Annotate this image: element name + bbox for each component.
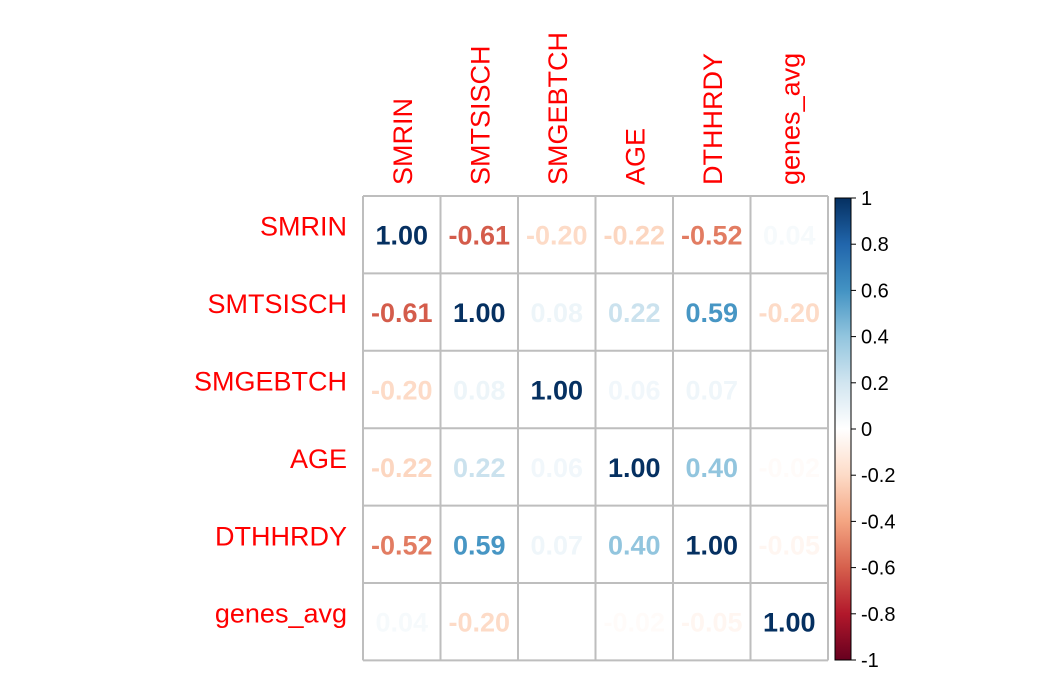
cell-value-SMTSISCH-DTHHRDY: 0.59	[685, 298, 738, 328]
colorbar-tick-label: 0	[861, 419, 872, 441]
colorbar-tick-label: 0.4	[861, 327, 889, 349]
cell-value-genes_avg-genes_avg: 1.00	[763, 608, 816, 638]
colorbar-tick-label: 0.2	[861, 373, 889, 395]
cell-value-SMGEBTCH-genes_avg: 0.00	[763, 376, 816, 406]
colorbar-tick-label: 0.8	[861, 234, 889, 256]
cell-value-SMRIN-genes_avg: 0.04	[763, 221, 816, 251]
cell-value-AGE-genes_avg: -0.02	[758, 453, 820, 483]
row-label-SMGEBTCH: SMGEBTCH	[194, 367, 347, 397]
cell-value-SMGEBTCH-AGE: 0.06	[608, 376, 661, 406]
cell-value-AGE-SMRIN: -0.22	[371, 453, 433, 483]
cell-value-SMGEBTCH-DTHHRDY: 0.07	[685, 376, 738, 406]
cell-value-SMGEBTCH-SMGEBTCH: 1.00	[530, 376, 583, 406]
cell-value-SMRIN-SMGEBTCH: -0.20	[526, 221, 588, 251]
grid-layer	[362, 195, 829, 662]
cell-value-AGE-DTHHRDY: 0.40	[685, 453, 738, 483]
cell-value-AGE-SMGEBTCH: 0.06	[530, 453, 583, 483]
cell-value-DTHHRDY-SMRIN: -0.52	[371, 530, 433, 560]
cell-value-genes_avg-SMRIN: 0.04	[375, 608, 428, 638]
cell-value-SMRIN-AGE: -0.22	[603, 221, 665, 251]
cell-value-DTHHRDY-DTHHRDY: 1.00	[685, 530, 738, 560]
colorbar-tick-label: 0.6	[861, 280, 889, 302]
cell-value-AGE-SMTSISCH: 0.22	[453, 453, 506, 483]
cell-value-SMGEBTCH-SMTSISCH: 0.08	[453, 376, 506, 406]
cell-value-SMTSISCH-genes_avg: -0.20	[758, 298, 820, 328]
cell-value-DTHHRDY-SMGEBTCH: 0.07	[530, 530, 583, 560]
cell-value-genes_avg-SMGEBTCH: 0.00	[530, 608, 583, 638]
column-labels: SMRIN SMTSISCH SMGEBTCH AGE DTHHRDY genes_avg	[388, 32, 806, 185]
row-label-AGE: AGE	[290, 444, 347, 474]
colorbar-tick-label: 1	[861, 188, 872, 210]
colorbar-tick-label: -1	[861, 650, 879, 672]
colorbar-gradient	[834, 197, 852, 661]
colorbar-tick-label: -0.2	[861, 465, 895, 487]
colorbar-tick-label: -0.8	[861, 604, 895, 626]
cell-value-SMTSISCH-SMGEBTCH: 0.08	[530, 298, 583, 328]
cell-value-DTHHRDY-SMTSISCH: 0.59	[453, 530, 506, 560]
row-labels: SMRIN SMTSISCH SMGEBTCH AGE DTHHRDY genes_avg	[194, 212, 347, 629]
cell-value-SMGEBTCH-SMRIN: -0.20	[371, 376, 433, 406]
column-label-SMRIN: SMRIN	[388, 98, 418, 185]
cell-value-SMTSISCH-AGE: 0.22	[608, 298, 661, 328]
cell-value-SMRIN-SMTSISCH: -0.61	[448, 221, 510, 251]
row-label-SMRIN: SMRIN	[260, 212, 347, 242]
column-label-SMTSISCH: SMTSISCH	[465, 45, 495, 185]
cell-value-genes_avg-AGE: -0.02	[603, 608, 665, 638]
column-label-AGE: AGE	[620, 128, 650, 185]
row-label-SMTSISCH: SMTSISCH	[207, 289, 347, 319]
cell-value-SMRIN-SMRIN: 1.00	[375, 221, 428, 251]
cell-value-genes_avg-SMTSISCH: -0.20	[448, 608, 510, 638]
colorbar: 1 0.8 0.6 0.4 0.2 0 -0.2 -0.4 -0.6 -0.8 -1	[834, 188, 895, 672]
cell-value-genes_avg-DTHHRDY: -0.05	[681, 608, 743, 638]
cell-value-AGE-AGE: 1.00	[608, 453, 661, 483]
colorbar-tick-label: -0.6	[861, 558, 895, 580]
column-label-DTHHRDY: DTHHRDY	[698, 53, 728, 185]
cell-value-SMTSISCH-SMRIN: -0.61	[371, 298, 433, 328]
column-label-genes_avg: genes_avg	[775, 53, 805, 185]
cell-layer: 1.00 -0.61 -0.20 -0.22 -0.52 0.04 -0.61 1.00 0.0…	[371, 221, 820, 638]
column-label-SMGEBTCH: SMGEBTCH	[543, 32, 573, 185]
cell-value-SMTSISCH-SMTSISCH: 1.00	[453, 298, 506, 328]
colorbar-tick-label: -0.4	[861, 511, 895, 533]
row-label-genes_avg: genes_avg	[215, 599, 347, 629]
cell-value-SMRIN-DTHHRDY: -0.52	[681, 221, 743, 251]
row-label-DTHHRDY: DTHHRDY	[215, 521, 347, 551]
cell-value-DTHHRDY-AGE: 0.40	[608, 530, 661, 560]
cell-value-DTHHRDY-genes_avg: -0.05	[758, 530, 820, 560]
